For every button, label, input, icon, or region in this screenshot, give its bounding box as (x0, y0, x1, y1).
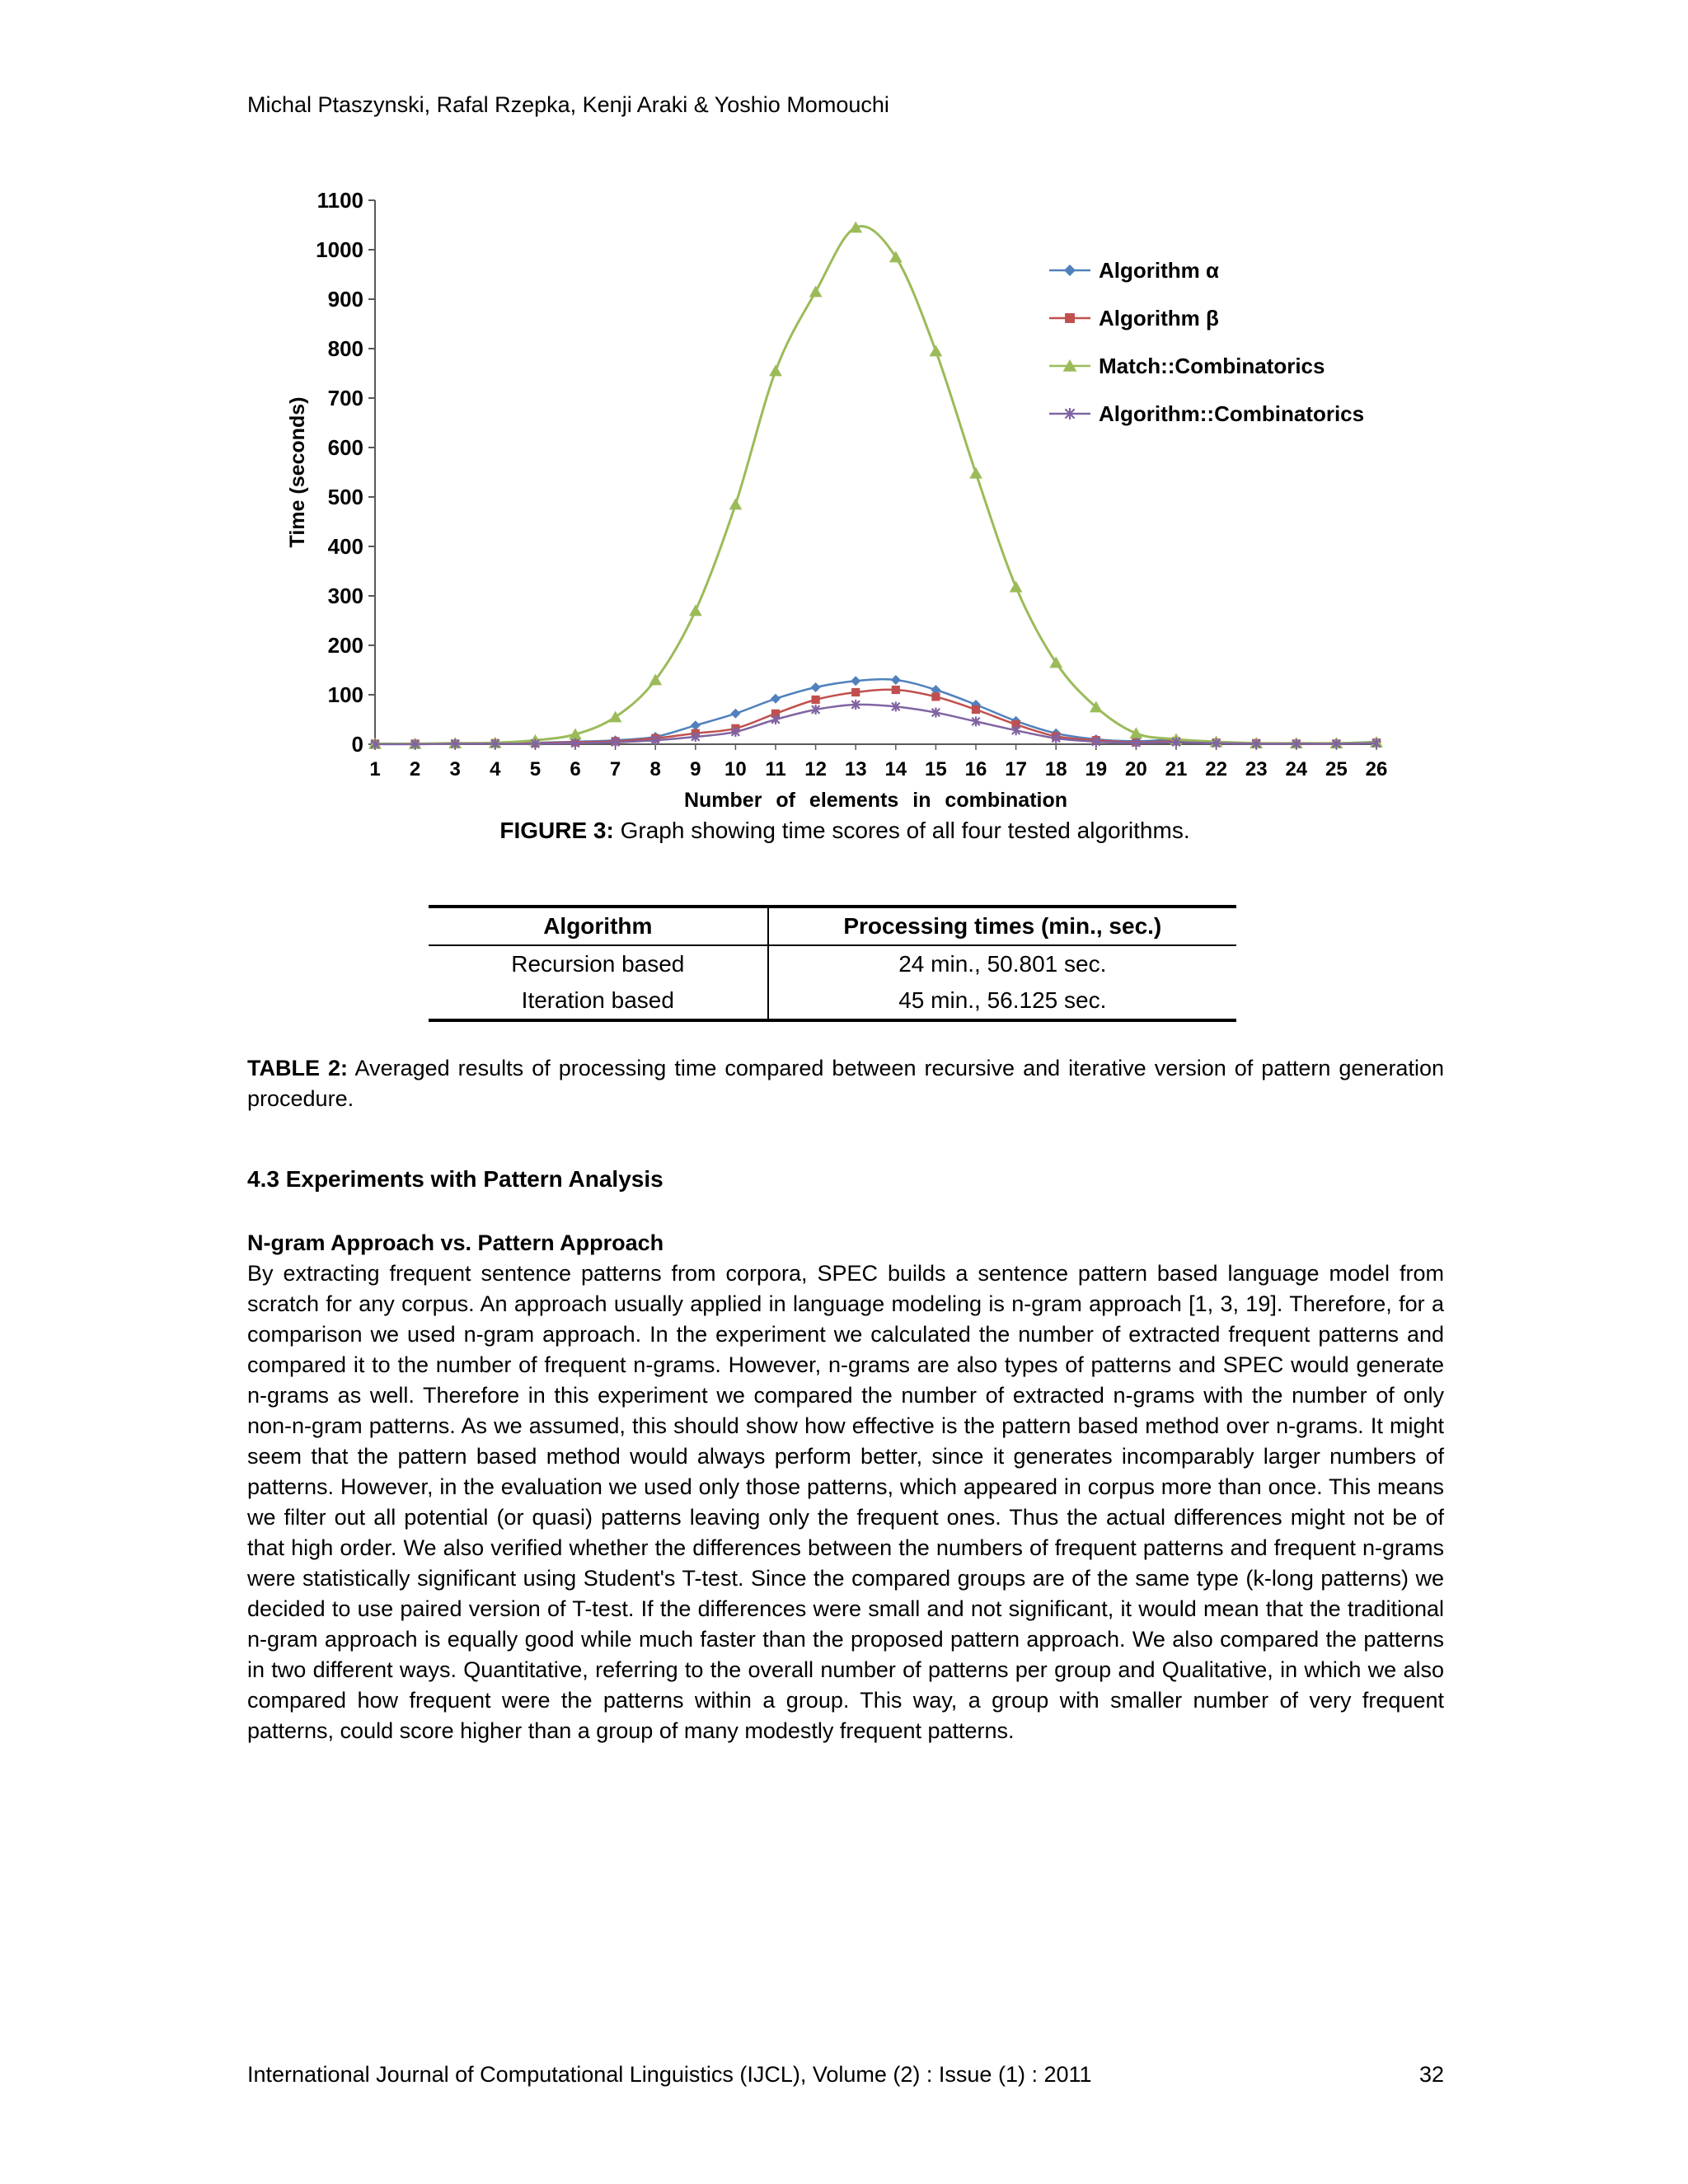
svg-text:2: 2 (410, 758, 420, 780)
svg-text:800: 800 (328, 336, 363, 361)
svg-text:Match::Combinatorics: Match::Combinatorics (1099, 354, 1325, 378)
svg-text:21: 21 (1165, 758, 1188, 780)
table2-caption-label: TABLE 2: (247, 1056, 349, 1080)
chart-series-3 (368, 221, 1383, 749)
svg-text:13: 13 (845, 758, 867, 780)
section-heading: 4.3 Experiments with Pattern Analysis (247, 1166, 663, 1192)
figure3-chart-wrap: 0 100 200 300 400 500 600 700 800 900 1000 1100 1 2 3 4… (276, 188, 1405, 823)
svg-text:8: 8 (650, 758, 661, 780)
authors-line: Michal Ptaszynski, Rafal Rzepka, Kenji A… (247, 92, 889, 117)
table2-cell-time-1: 24 min., 50.801 sec. (898, 951, 1107, 977)
chart-series-1 (370, 675, 1381, 749)
svg-text:26: 26 (1366, 758, 1388, 780)
table2: Algorithm Processing times (min., sec.) … (429, 905, 1236, 1022)
y-axis-title: Time (seconds) (286, 397, 309, 548)
svg-text:14: 14 (884, 758, 907, 780)
chart-series-2 (370, 685, 1381, 748)
svg-text:4: 4 (490, 758, 501, 780)
footer-journal: International Journal of Computational L… (247, 2062, 1092, 2087)
svg-text:3: 3 (450, 758, 461, 780)
svg-text:12: 12 (804, 758, 827, 780)
figure3-caption-text: Graph showing time scores of all four te… (613, 818, 1190, 843)
svg-text:19: 19 (1085, 758, 1107, 780)
table-header-row: Algorithm Processing times (min., sec.) (429, 905, 1236, 946)
x-axis-title: Number of elements in combination (684, 789, 1067, 812)
svg-text:18: 18 (1045, 758, 1067, 780)
svg-text:6: 6 (570, 758, 580, 780)
svg-text:22: 22 (1205, 758, 1227, 780)
table-row: Iteration based 45 min., 56.125 sec. (429, 982, 1236, 1022)
svg-text:600: 600 (328, 435, 363, 460)
svg-text:20: 20 (1125, 758, 1147, 780)
svg-text:10: 10 (724, 758, 747, 780)
svg-text:23: 23 (1245, 758, 1268, 780)
svg-text:15: 15 (925, 758, 947, 780)
subsection-heading: N-gram Approach vs. Pattern Approach (247, 1230, 664, 1255)
svg-text:24: 24 (1285, 758, 1307, 780)
svg-text:1000: 1000 (316, 237, 363, 262)
figure3-caption-label: FIGURE 3: (499, 818, 614, 843)
body-block: N-gram Approach vs. Pattern Approach By … (247, 1228, 1444, 1746)
footer-page-number: 32 (1418, 2062, 1444, 2087)
chart-axes (374, 200, 1376, 745)
svg-text:400: 400 (328, 534, 363, 559)
table2-caption: TABLE 2: Averaged results of processing … (247, 1053, 1444, 1114)
svg-text:1: 1 (369, 758, 380, 780)
svg-text:5: 5 (530, 758, 541, 780)
svg-text:Algorithm α: Algorithm α (1099, 258, 1219, 283)
table2-caption-text: Averaged results of processing time comp… (247, 1056, 1444, 1111)
table2-cell-time-2: 45 min., 56.125 sec. (767, 982, 1236, 1022)
svg-text:9: 9 (690, 758, 701, 780)
svg-text:500: 500 (328, 485, 363, 509)
svg-text:16: 16 (965, 758, 987, 780)
svg-text:0: 0 (352, 732, 363, 757)
svg-text:7: 7 (610, 758, 621, 780)
svg-text:200: 200 (328, 633, 363, 658)
svg-text:17: 17 (1005, 758, 1027, 780)
figure3-caption: FIGURE 3: Graph showing time scores of a… (247, 818, 1442, 844)
svg-text:900: 900 (328, 287, 363, 312)
svg-text:1100: 1100 (317, 188, 363, 213)
chart-series-4 (370, 700, 1381, 749)
table-row: Recursion based 24 min., 50.801 sec. (429, 945, 1236, 982)
svg-text:25: 25 (1325, 758, 1348, 780)
table2-header-times: Processing times (min., sec.) (767, 905, 1236, 946)
svg-text:100: 100 (328, 682, 363, 707)
body-paragraph: By extracting frequent sentence patterns… (247, 1261, 1444, 1743)
chart-y-axis: 0 100 200 300 400 500 600 700 800 900 1000 1100 (316, 188, 375, 757)
svg-text:300: 300 (328, 583, 363, 608)
svg-text:11: 11 (765, 758, 785, 780)
svg-text:Algorithm β: Algorithm β (1099, 306, 1219, 330)
chart-x-axis: 1 2 3 4 5 6 7 8 9 10 11 12 13 14 15 16 17 18 19 20 21 22 23 24 2… (369, 744, 1387, 780)
table2-cell-algorithm-2: Iteration based (429, 982, 769, 1022)
table2-cell-algorithm-1: Recursion based (429, 945, 769, 982)
svg-text:Algorithm::Combinatorics: Algorithm::Combinatorics (1099, 401, 1364, 426)
page-footer: International Journal of Computational L… (247, 2062, 1444, 2088)
svg-text:700: 700 (328, 386, 363, 410)
table2-header-algorithm: Algorithm (429, 905, 769, 946)
